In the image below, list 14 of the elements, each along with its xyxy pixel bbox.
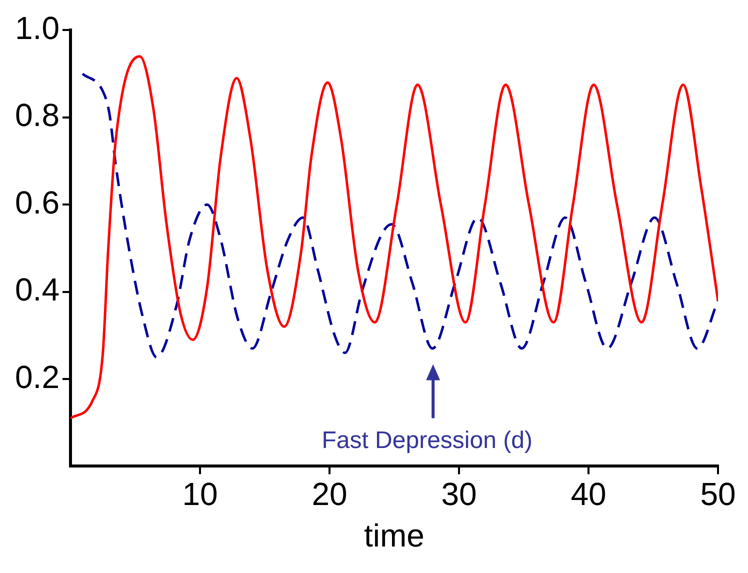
x-tick-label: 10 <box>182 476 218 512</box>
y-tick-label: 0.6 <box>15 184 60 220</box>
x-tick-label: 50 <box>700 476 736 512</box>
y-tick-label: 0.4 <box>15 272 60 308</box>
y-tick-label: 0.8 <box>15 97 60 134</box>
x-tick-label: 20 <box>312 476 348 512</box>
y-tick-label: 1.0 <box>15 10 60 46</box>
line-series <box>81 72 718 358</box>
x-tick-label: 30 <box>441 476 477 512</box>
annotation: Fast Depression (d) <box>322 427 532 454</box>
y-tick-label: 0.2 <box>15 358 60 395</box>
x-axis-title: time <box>364 518 424 554</box>
x-tick-label: 40 <box>570 476 606 512</box>
line-series <box>70 55 718 420</box>
